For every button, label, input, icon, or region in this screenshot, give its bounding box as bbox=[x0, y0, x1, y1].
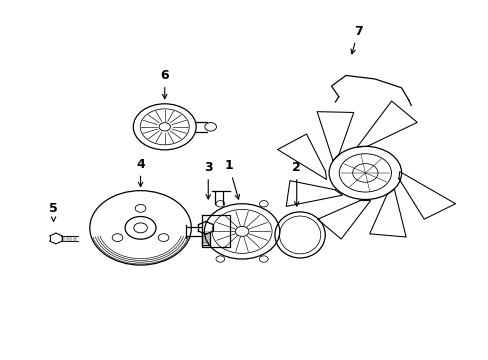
Text: 5: 5 bbox=[49, 202, 58, 221]
Text: 1: 1 bbox=[224, 159, 239, 199]
Text: 3: 3 bbox=[203, 161, 212, 199]
Text: 7: 7 bbox=[350, 24, 362, 54]
Text: 4: 4 bbox=[136, 158, 144, 186]
Text: 2: 2 bbox=[292, 161, 301, 206]
Text: 6: 6 bbox=[160, 69, 169, 99]
